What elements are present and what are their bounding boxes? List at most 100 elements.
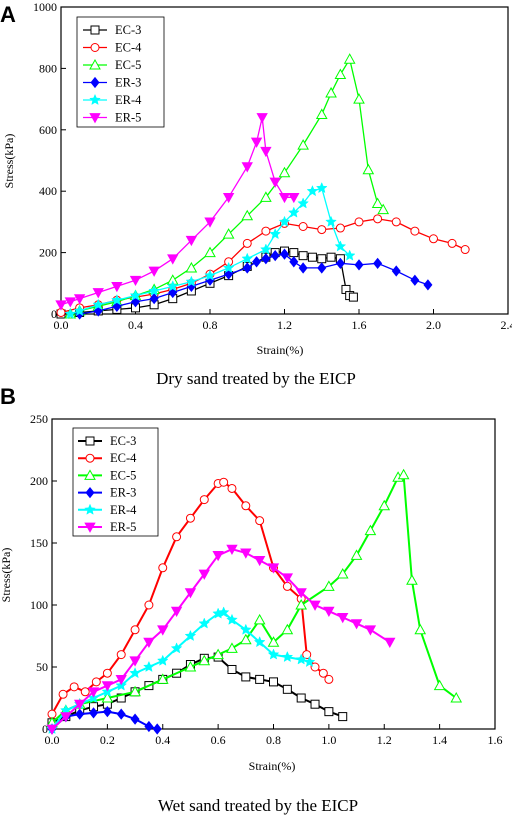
panel-a-data-point [447, 238, 457, 248]
panel-b-data-point [152, 723, 162, 735]
panel-a-data-point [149, 293, 159, 305]
panel-a-data-point [410, 226, 420, 236]
panel-b-y-tick-label: 0 [42, 722, 48, 736]
panel-b-legend-marker [85, 436, 95, 446]
panel-a-data-point [317, 262, 327, 274]
panel-a-data-point [317, 254, 327, 264]
panel-a-x-tick-label: 0.0 [54, 318, 69, 332]
panel-a-data-point [348, 292, 358, 302]
panel-b-x-tick-label: 1.2 [377, 733, 392, 747]
panel-a-data-point [354, 217, 364, 227]
panel-a-data-point [241, 252, 254, 264]
panel-b-data-point [338, 712, 348, 722]
panel-b-data-point [129, 667, 141, 679]
panel-a-data-point [289, 248, 299, 258]
panel-a-data-point [269, 228, 282, 240]
panel-a-legend: EC-3 EC-4 EC-5 ER-3 ER-4 ER-5 [76, 16, 165, 128]
panel-a-data-point [166, 280, 179, 292]
panel-a-data-point [250, 137, 263, 148]
panel-a-data-point [261, 253, 271, 265]
panel-b-data-point [227, 664, 237, 674]
panel-b-data-point [226, 544, 238, 556]
panel-b-data-point [323, 580, 335, 591]
panel-a-ticks: 0.0 0.4 0.8 1.2 1.6 2.0 2.4 0 200 400 600 800 1000 [33, 0, 512, 332]
panel-b-y-tick-label: 250 [30, 412, 48, 426]
panel-a-y-tick-label: 0 [51, 307, 57, 321]
panel-b-data-point [253, 555, 266, 567]
panel-a-data-point [252, 256, 262, 268]
panel-a-xlabel: Strain(%) [257, 343, 304, 357]
panel-b-data-point [324, 674, 334, 684]
panel-b-data-point [295, 653, 308, 665]
panel-a-data-point [278, 166, 291, 178]
panel-b-data-point [239, 623, 252, 635]
panel-a-data-point [185, 261, 198, 273]
panel-a-y-tick-label: 200 [39, 246, 57, 260]
panel-b-xlabel: Strain(%) [249, 759, 296, 773]
panel-a-data-point [270, 250, 280, 262]
panel-a-data-point [335, 257, 345, 269]
panel-b-data-point [227, 483, 237, 493]
panel-b-data-point [324, 707, 334, 717]
panel-a-data-point [297, 139, 309, 150]
panel-a-x-tick-label: 0.4 [128, 318, 143, 332]
panel-b-data-point [101, 681, 114, 692]
panel-a-data-point [222, 192, 235, 204]
panel-a-legend-marker [90, 25, 100, 35]
panel-a-data-point [343, 53, 356, 64]
panel-b-data-point [414, 623, 427, 635]
panel-b-data-point [350, 619, 363, 630]
panel-a-data-point [278, 215, 291, 227]
panel-b-data-point [158, 563, 168, 573]
panel-b-y-tick-label: 100 [30, 598, 48, 612]
panel-b-data-point [198, 569, 210, 580]
panel-a-data-point [148, 284, 160, 296]
panel-a-y-tick-label: 800 [39, 61, 57, 75]
panel-b-data-point [185, 513, 195, 523]
panel-b-legend-marker [84, 522, 96, 533]
panel-b-caption: Wet sand treated by the EICP [158, 796, 358, 815]
panel-a-data-point [242, 238, 252, 248]
panel-b-data-point [115, 675, 127, 686]
panel-b-series-ec-4 [47, 477, 334, 719]
panel-a-series-line-ec-5 [70, 57, 384, 315]
panel-a-data-point [334, 68, 347, 80]
panel-b-data-point [87, 687, 100, 698]
panel-a-legend-label: ER-5 [115, 111, 141, 125]
panel-a-data-point [307, 252, 317, 262]
panel-b-data-point [226, 613, 238, 625]
panel-b-data-point [217, 606, 230, 618]
panel-a-data-point [288, 192, 300, 204]
panel-b-data-point [156, 673, 169, 684]
panel-b-data-point [219, 477, 229, 487]
panel-a-legend-marker [90, 43, 100, 52]
panel-b-data-point [267, 648, 280, 660]
panel-a-data-point [167, 254, 179, 265]
panel-a-legend-marker [89, 93, 101, 105]
panel-b-data-point [75, 708, 85, 720]
panel-b-legend-box [72, 427, 159, 537]
panel-b-data-point [406, 574, 418, 585]
panel-b-data-point [337, 613, 349, 624]
panel-a-legend-label: EC-5 [115, 58, 141, 72]
panel-a-legend-marker [89, 58, 101, 70]
panel-b-legend-label: EC-4 [110, 451, 137, 465]
panel-b-data-point [450, 691, 463, 703]
panel-b-y-tick-label: 200 [30, 474, 48, 488]
panel-a-data-point [298, 262, 308, 274]
panel-a-data-point [92, 288, 104, 299]
panel-a-data-point [261, 226, 271, 236]
panel-b-data-point [172, 532, 182, 542]
panel-b-data-point [198, 617, 211, 629]
panel-a-legend-label: ER-3 [115, 76, 141, 90]
panel-b-data-point [46, 724, 58, 735]
panel-b-x-tick-label: 0.8 [266, 733, 281, 747]
panel-a-legend-marker [89, 113, 101, 124]
panel-a-data-point [353, 93, 365, 104]
panel-a-data-point [373, 257, 383, 269]
panel-b-data-point [364, 524, 377, 536]
panel-b-data-point [281, 573, 294, 584]
panel-b-legend-marker [84, 503, 96, 515]
panel-b-data-point [302, 650, 312, 660]
panel-a-legend-label: ER-4 [115, 93, 142, 107]
